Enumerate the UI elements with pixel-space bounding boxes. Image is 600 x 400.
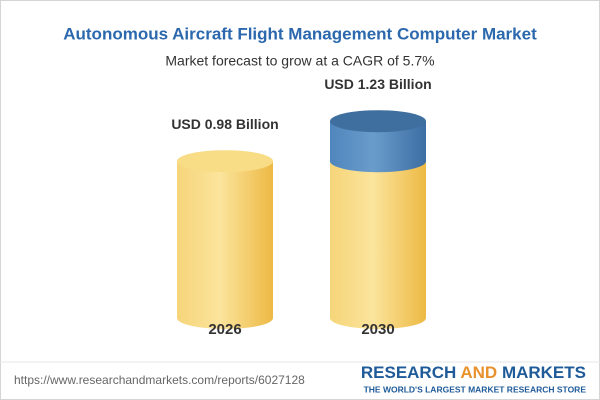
- brand-word: RESEARCH: [361, 363, 456, 382]
- chart-subtitle: Market forecast to grow at a CAGR of 5.7…: [165, 53, 434, 69]
- source-url: https://www.researchandmarkets.com/repor…: [14, 373, 305, 387]
- x-tick-label: 2030: [361, 321, 394, 338]
- brand-word: AND: [460, 363, 497, 382]
- value-label: USD 0.98 Billion: [171, 116, 278, 132]
- brand-tagline: THE WORLD'S LARGEST MARKET RESEARCH STOR…: [364, 384, 587, 394]
- cylinder: [330, 110, 426, 329]
- cylinder-growth: [330, 121, 426, 173]
- cylinder-body: [177, 161, 273, 329]
- plot-area: USD 0.98 Billion 2026 USD 1.23 Billion 2030: [171, 76, 431, 338]
- chart-title: Autonomous Aircraft Flight Management Co…: [63, 24, 537, 43]
- x-tick-label: 2026: [208, 321, 241, 338]
- value-label: USD 1.23 Billion: [324, 76, 431, 92]
- cylinder-top: [177, 150, 273, 173]
- brand-word: MARKETS: [502, 363, 586, 382]
- cylinder-body: [330, 121, 426, 329]
- cylinder: [177, 150, 273, 329]
- brand-logo: RESEARCH AND MARKETS: [361, 363, 586, 382]
- cylinder-top: [330, 110, 426, 133]
